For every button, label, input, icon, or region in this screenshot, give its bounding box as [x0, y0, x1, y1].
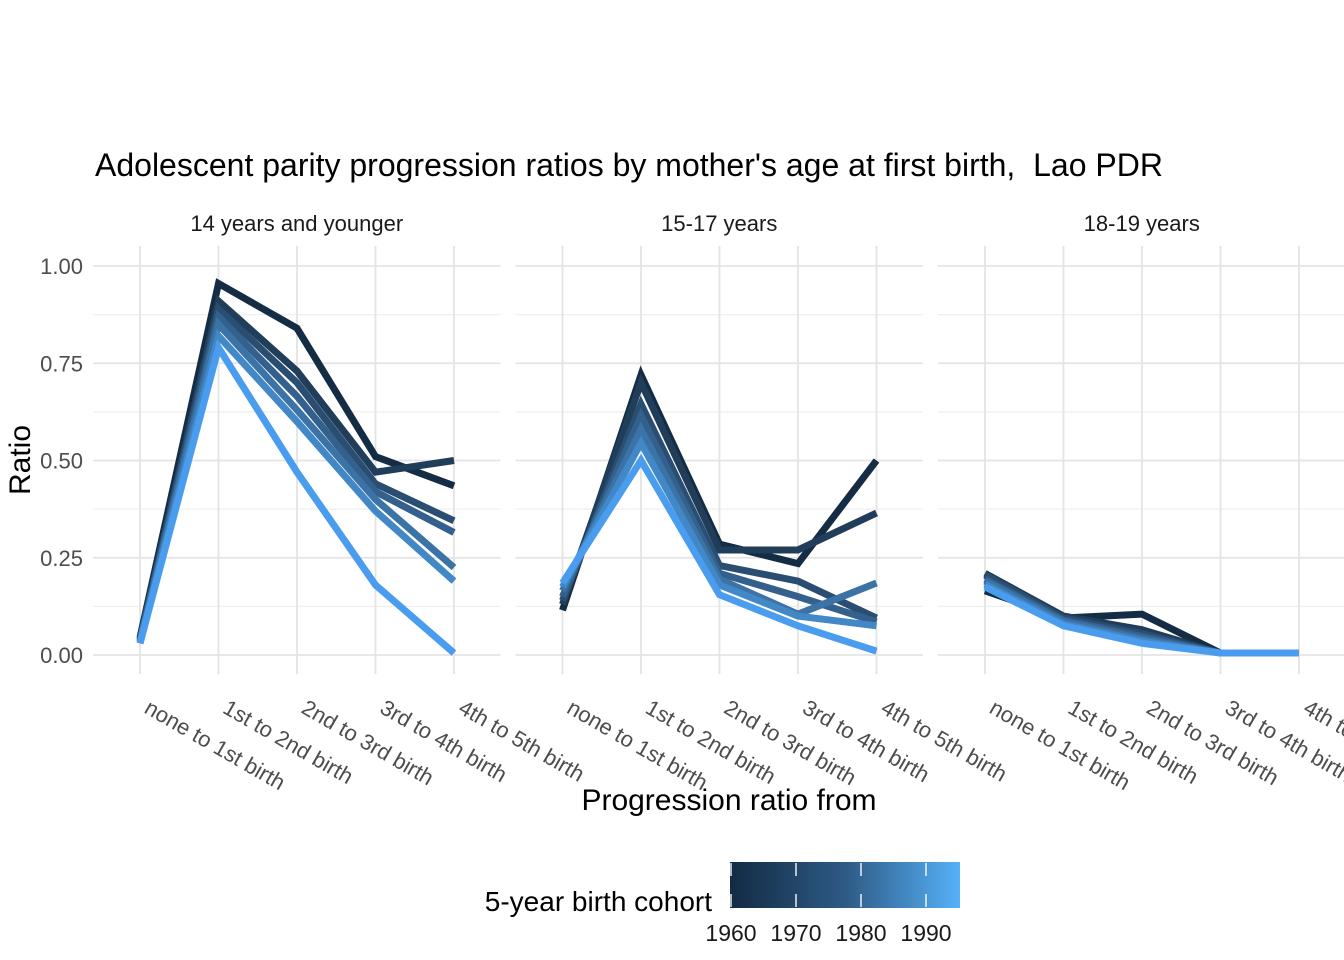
- x-axis-title: Progression ratio from: [581, 784, 876, 817]
- x-tick-label: 2nd to 3rd birth: [1143, 695, 1284, 791]
- x-tick-label: 2nd to 3rd birth: [298, 695, 439, 791]
- facet-strip-label: 18-19 years: [1084, 211, 1200, 236]
- x-tick-label: none to 1st birth: [141, 695, 290, 796]
- legend-tick-label: 1970: [770, 920, 821, 946]
- x-tick-label: 2nd to 3rd birth: [720, 695, 861, 791]
- y-tick-label: 0.75: [40, 351, 83, 376]
- x-tick-label: none to 1st birth: [563, 695, 712, 796]
- legend-tick-label: 1980: [835, 920, 886, 946]
- legend-ticks: 1960 1970 1980 1990: [705, 863, 952, 946]
- x-tick-label: none to 1st birth: [986, 695, 1135, 796]
- facet-strip-label: 15-17 years: [661, 211, 777, 236]
- y-axis-title: Ratio: [4, 425, 37, 495]
- legend-gradient-bar: [730, 862, 960, 908]
- legend-tick-label: 1990: [900, 920, 951, 946]
- facet-strip-label: 14 years and younger: [190, 211, 403, 236]
- y-axis: 0.00 0.25 0.50 0.75 1.00: [40, 254, 83, 668]
- legend-tick-label: 1960: [705, 920, 756, 946]
- series-line-1990: [559, 453, 878, 655]
- series-line-1965: [559, 373, 878, 606]
- legend-title: 5-year birth cohort: [485, 886, 712, 917]
- series-line-1990: [136, 339, 457, 656]
- y-tick-label: 0.00: [40, 643, 83, 668]
- chart-title: Adolescent parity progression ratios by …: [95, 147, 1163, 183]
- series-line-1990: [983, 583, 1299, 657]
- y-tick-label: 1.00: [40, 254, 83, 279]
- series-line-1985: [559, 435, 877, 630]
- legend-colorbar: 5-year birth cohort 1960 1970 1980 1990: [485, 862, 960, 946]
- y-tick-label: 0.50: [40, 449, 83, 474]
- y-tick-label: 0.25: [40, 546, 83, 571]
